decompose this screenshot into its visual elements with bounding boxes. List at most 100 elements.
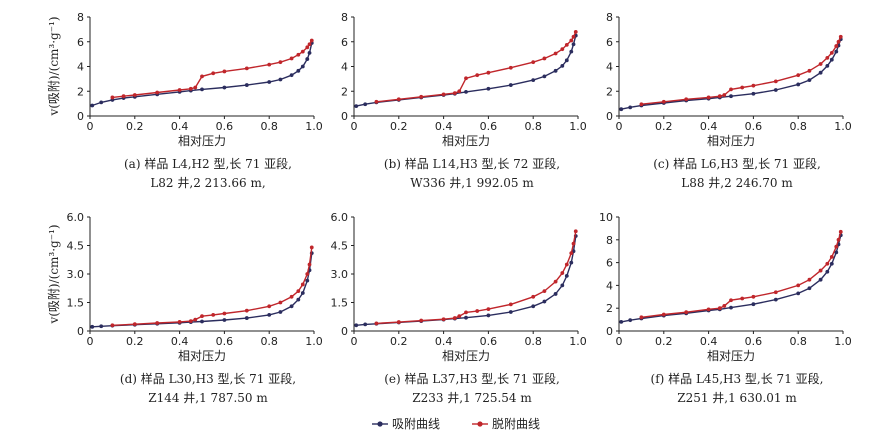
data-point <box>542 56 547 61</box>
data-point <box>307 50 312 55</box>
data-point <box>90 103 95 108</box>
data-point <box>267 304 272 309</box>
data-point <box>441 317 446 322</box>
panel-caption: (f) 样品 L45,H3 型,长 71 亚段, <box>651 371 824 386</box>
x-tick-label: 1.0 <box>305 120 323 133</box>
data-point <box>729 298 733 303</box>
data-point <box>475 73 480 78</box>
x-tick-label: 0.8 <box>524 335 542 348</box>
data-point <box>542 289 547 293</box>
y-tick-label: 3.0 <box>67 268 85 281</box>
data-point <box>363 102 368 107</box>
data-point <box>309 38 314 43</box>
data-point <box>508 310 513 314</box>
y-tick-label: 0 <box>606 325 613 338</box>
data-point <box>289 56 294 61</box>
data-point <box>177 88 182 92</box>
data-point <box>177 319 182 324</box>
y-tick-label: 6 <box>77 36 84 49</box>
data-point <box>796 291 801 296</box>
y-tick-label: 8 <box>341 11 348 24</box>
data-point <box>200 314 204 319</box>
data-point <box>222 69 227 74</box>
data-point <box>836 237 841 242</box>
data-point <box>661 312 666 317</box>
y-tick-label: 4.5 <box>331 240 349 253</box>
data-point <box>628 105 633 110</box>
panel-d: 0 1.5 3.0 4.5 6.0 0 0.2 0.4 0.6 0.8 1.0 相对压力 (d) 样品 … <box>67 211 323 405</box>
data-point <box>486 86 491 91</box>
data-point <box>289 294 294 299</box>
series-line-desorption <box>376 231 577 325</box>
y-tick-label: 2 <box>77 85 84 98</box>
data-point <box>99 100 104 105</box>
x-tick-label: 0.2 <box>390 335 408 348</box>
data-point <box>267 62 272 67</box>
data-point <box>729 305 733 310</box>
data-point <box>829 57 834 62</box>
x-tick-label: 0.4 <box>171 120 189 133</box>
series-line-desorption <box>376 31 577 103</box>
y-tick-label: 3.0 <box>331 268 349 281</box>
y-tick-label: 6.0 <box>67 211 85 224</box>
data-point <box>244 66 249 71</box>
y-axis-label: v(吸附)/(cm³·g⁻¹) <box>47 16 61 116</box>
data-point <box>193 85 198 90</box>
data-point <box>374 99 379 104</box>
data-point <box>531 304 536 309</box>
data-point <box>818 70 823 75</box>
data-point <box>571 42 576 47</box>
data-point <box>132 93 137 97</box>
data-point <box>300 282 305 287</box>
y-tick-label: 0 <box>77 325 84 338</box>
data-point <box>834 44 839 48</box>
data-point <box>531 78 536 83</box>
series-line-adsorption <box>621 235 842 323</box>
panel-b: 0 2 4 6 8 0 0.2 0.4 0.6 0.8 1.0 相对压力 (b) 样品 L14,H3 型… <box>341 11 587 190</box>
data-point <box>553 68 558 73</box>
x-tick-label: 0 <box>351 120 358 133</box>
data-point <box>464 315 468 320</box>
data-point <box>560 63 565 68</box>
data-point <box>307 42 312 47</box>
data-point <box>99 324 104 329</box>
data-point <box>564 42 569 47</box>
data-point <box>211 312 216 317</box>
data-point <box>773 297 778 302</box>
data-point <box>560 271 565 275</box>
x-tick-label: 0.8 <box>524 120 542 133</box>
data-point <box>807 78 812 83</box>
data-point <box>441 92 446 97</box>
data-point <box>569 260 574 265</box>
panel-caption: (b) 样品 L14,H3 型,长 72 亚段, <box>384 156 560 171</box>
panel-f: 0 2 4 6 8 10 0 0.2 0.4 0.6 0.8 1.0 相对压力 (f) 样品 L45,H3… <box>599 211 852 405</box>
data-point <box>222 318 227 322</box>
data-point <box>838 229 843 234</box>
x-tick-label: 0.4 <box>435 335 453 348</box>
y-axis-label: v(吸附)/(cm³·g⁻¹) <box>47 224 61 324</box>
y-tick-label: 8 <box>77 11 84 24</box>
data-point <box>628 318 633 323</box>
data-point <box>305 57 310 61</box>
data-point <box>307 262 312 267</box>
legend-item-desorption: 脱附曲线 <box>472 416 540 431</box>
data-point <box>452 91 457 96</box>
data-point <box>289 304 294 309</box>
data-point <box>818 62 823 66</box>
panel-caption: (d) 样品 L30,H3 型,长 71 亚段, <box>120 371 296 386</box>
data-point <box>729 87 733 92</box>
data-point <box>722 93 727 97</box>
data-point <box>564 262 569 267</box>
data-point <box>354 323 359 328</box>
x-tick-label: 0.8 <box>789 120 807 133</box>
data-point <box>560 283 565 288</box>
data-point <box>825 261 830 266</box>
data-point <box>773 88 778 92</box>
data-point <box>722 304 727 308</box>
x-tick-label: 0.4 <box>700 120 718 133</box>
data-point <box>121 94 126 99</box>
data-point <box>639 102 644 107</box>
y-tick-label: 6 <box>341 36 348 49</box>
data-point <box>564 58 569 63</box>
data-point <box>457 89 462 94</box>
